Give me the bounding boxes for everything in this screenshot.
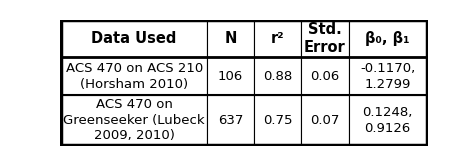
Bar <box>254 20 301 57</box>
Bar <box>61 20 207 57</box>
Bar <box>301 57 348 95</box>
Bar <box>61 57 207 95</box>
Text: 0.75: 0.75 <box>263 114 293 127</box>
Text: 106: 106 <box>218 70 243 83</box>
Text: 0.07: 0.07 <box>310 114 340 127</box>
Text: 637: 637 <box>218 114 243 127</box>
Text: 0.88: 0.88 <box>263 70 292 83</box>
Text: 0.06: 0.06 <box>310 70 339 83</box>
Bar <box>254 57 301 95</box>
Text: Std.
Error: Std. Error <box>304 22 346 55</box>
Bar <box>348 95 426 145</box>
Text: β₀, β₁: β₀, β₁ <box>365 31 410 46</box>
Bar <box>301 95 348 145</box>
Bar <box>207 57 254 95</box>
Text: ACS 470 on
Greenseeker (Lubeck
2009, 2010): ACS 470 on Greenseeker (Lubeck 2009, 201… <box>63 98 205 142</box>
Text: r²: r² <box>271 31 285 46</box>
Text: Data Used: Data Used <box>91 31 177 46</box>
Bar <box>348 20 426 57</box>
Bar <box>207 20 254 57</box>
Bar <box>301 20 348 57</box>
Bar <box>61 95 207 145</box>
Text: N: N <box>224 31 237 46</box>
Text: 0.1248,
0.9126: 0.1248, 0.9126 <box>362 106 413 135</box>
Bar <box>207 95 254 145</box>
Text: ACS 470 on ACS 210
(Horsham 2010): ACS 470 on ACS 210 (Horsham 2010) <box>66 62 203 91</box>
Bar <box>348 57 426 95</box>
Bar <box>254 95 301 145</box>
Text: -0.1170,
1.2799: -0.1170, 1.2799 <box>360 62 415 91</box>
